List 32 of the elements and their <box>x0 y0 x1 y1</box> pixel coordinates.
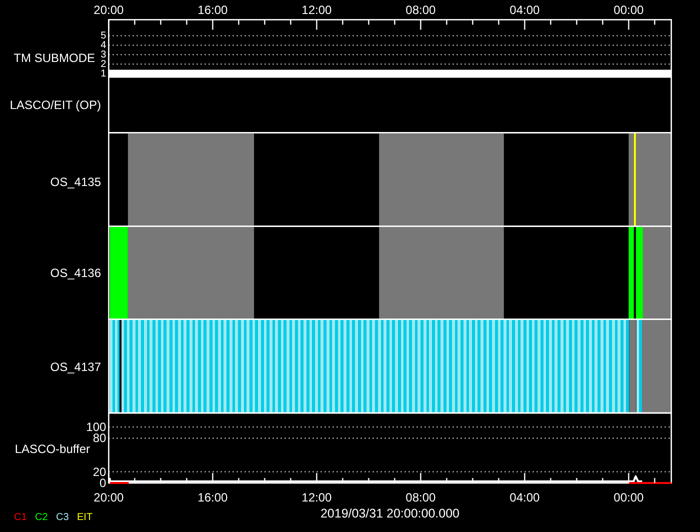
x-tick-label: 16:00 <box>198 490 228 504</box>
y-tick-label: 5 <box>100 30 107 42</box>
text: LASCO/EIT (OP) <box>10 98 101 112</box>
x-tick-label: 16:00 <box>198 3 228 17</box>
x-axis-title: 2019/03/31 20:00:00.000 <box>320 506 460 520</box>
y-tick-label: 100 <box>86 420 107 434</box>
y-tick-label: 3 <box>100 49 107 60</box>
text: EIT <box>77 512 93 522</box>
y-axis-title: OS_4135 <box>50 175 102 189</box>
x-tick-label: 04:00 <box>510 3 540 17</box>
y-tick-label: 0 <box>100 476 107 490</box>
x-tick-label: 08:00 <box>406 490 436 504</box>
y-axis-title: OS_4136 <box>50 266 102 280</box>
text: C1 <box>14 512 28 522</box>
x-tick-label: 12:00 <box>302 3 332 17</box>
y-tick-label: 1 <box>100 68 107 80</box>
y-axis-title: LASCO-buffer <box>14 442 90 456</box>
y-tick-label: 4 <box>100 40 107 51</box>
y-tick-label: 2 <box>100 58 107 70</box>
y-axis-title: OS_4137 <box>50 360 102 374</box>
text: C2 <box>35 512 48 522</box>
y-axis-title: TM SUBMODE <box>14 51 95 65</box>
text: C3 <box>56 512 70 522</box>
x-tick-label: 08:00 <box>406 3 436 17</box>
x-tick-label: 20:00 <box>94 3 124 17</box>
y-tick-label: 80 <box>92 431 107 446</box>
x-tick-label: 20:00 <box>94 490 124 504</box>
x-tick-label: 00:00 <box>614 3 644 17</box>
x-tick-label: 00:00 <box>614 490 644 504</box>
y-tick-label: 20 <box>92 464 107 479</box>
x-tick-label: 04:00 <box>510 490 540 504</box>
x-tick-label: 12:00 <box>302 490 332 504</box>
